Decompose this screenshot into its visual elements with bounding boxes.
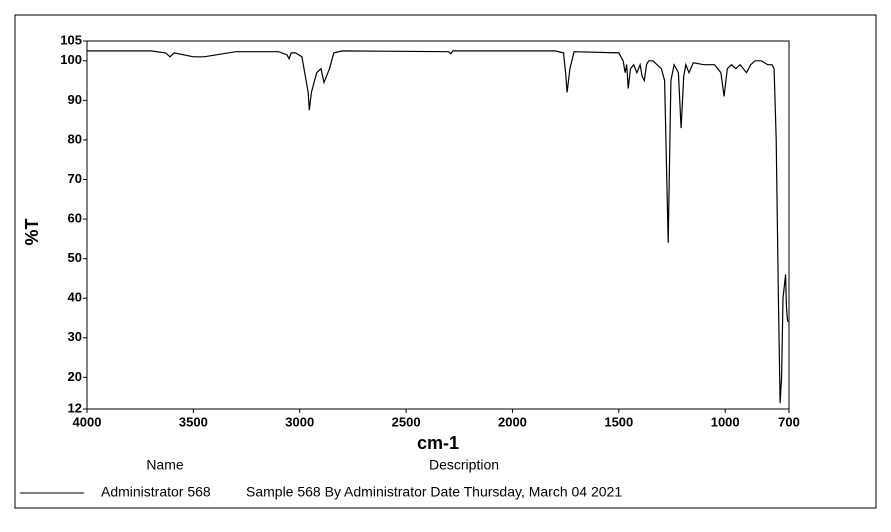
plot-area xyxy=(86,40,790,410)
y-tick-label: 100 xyxy=(60,52,82,67)
x-tick-label: 3500 xyxy=(179,414,208,429)
legend-header: Name xyxy=(146,457,184,473)
legend-header: Description xyxy=(429,457,499,473)
x-tick-label: 3000 xyxy=(285,414,314,429)
x-tick-label: 700 xyxy=(778,414,800,429)
y-tick-label: 20 xyxy=(68,369,82,384)
x-tick-label: 4000 xyxy=(73,414,102,429)
x-tick-label: 2000 xyxy=(498,414,527,429)
legend-label: Administrator 568 xyxy=(101,484,211,500)
x-tick-label: 1500 xyxy=(604,414,633,429)
y-tick-label: 90 xyxy=(68,92,82,107)
y-tick-label: 60 xyxy=(68,211,82,226)
y-axis-label: %T xyxy=(22,218,42,245)
frame xyxy=(14,14,877,509)
x-tick-label: 2500 xyxy=(392,414,421,429)
x-axis-label: cm-1 xyxy=(417,433,459,453)
y-tick-label: 40 xyxy=(68,290,82,305)
spectrum-line xyxy=(87,50,789,404)
y-tick-label: 70 xyxy=(68,171,82,186)
y-tick-label: 50 xyxy=(68,250,82,265)
y-tick-label: 80 xyxy=(68,131,82,146)
x-tick-label: 1000 xyxy=(711,414,740,429)
legend-description: Sample 568 By Administrator Date Thursda… xyxy=(246,484,622,500)
y-tick-label: 105 xyxy=(60,32,82,47)
y-tick-label: 30 xyxy=(68,329,82,344)
y-tick-label: 12 xyxy=(68,400,82,415)
